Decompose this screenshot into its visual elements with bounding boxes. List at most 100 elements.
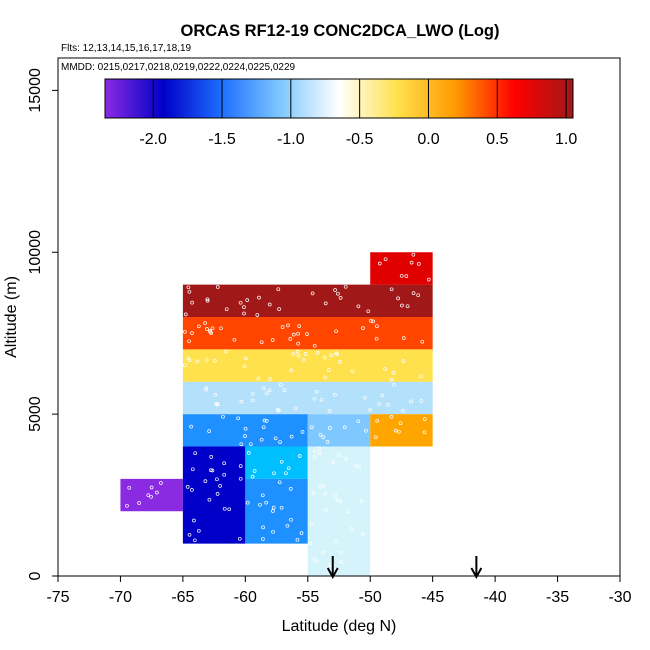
heatmap-cell	[370, 252, 433, 285]
sample-point	[185, 485, 190, 489]
sample-point	[325, 440, 330, 444]
sample-point	[389, 377, 394, 382]
sample-point	[205, 298, 210, 303]
sample-point	[371, 319, 375, 324]
y-tick-label: 5000	[27, 396, 44, 432]
sample-point	[323, 301, 328, 306]
sample-point	[310, 291, 315, 296]
sample-point	[267, 302, 272, 307]
sample-point	[375, 418, 380, 423]
sample-point	[400, 303, 404, 308]
sample-point	[314, 389, 319, 394]
sample-point	[312, 455, 317, 459]
sample-point	[363, 395, 367, 400]
sample-point	[339, 560, 344, 565]
sample-point	[366, 309, 371, 314]
sample-point	[293, 406, 298, 411]
sample-point	[334, 539, 339, 544]
sample-point	[334, 329, 338, 334]
sample-point	[186, 356, 191, 361]
sample-point	[333, 493, 338, 498]
heatmap-cell	[182, 381, 433, 415]
sample-point	[159, 481, 163, 485]
sample-point	[286, 323, 290, 328]
sample-point	[309, 521, 314, 526]
x-tick-label: -70	[109, 589, 132, 606]
sample-point	[125, 503, 129, 508]
sample-point	[328, 426, 332, 430]
sample-point	[380, 393, 385, 398]
sample-point	[284, 471, 288, 476]
sample-point	[246, 451, 251, 455]
sample-point	[210, 468, 215, 473]
sample-point	[250, 391, 255, 396]
sample-point	[356, 419, 361, 424]
sample-point	[377, 401, 381, 406]
sample-point	[257, 295, 261, 300]
colorbar-tick-label: 1.0	[555, 131, 577, 148]
sample-point	[288, 487, 293, 491]
sample-point	[205, 327, 209, 331]
sample-point	[309, 425, 314, 430]
data-cells	[120, 252, 433, 576]
y-tick-label: 15000	[27, 68, 44, 113]
sample-point	[312, 557, 317, 561]
colorbar-tick-label: -1.5	[208, 131, 236, 148]
sample-point	[288, 337, 293, 341]
sample-point	[271, 505, 276, 510]
sample-point	[419, 374, 423, 379]
sample-point	[243, 356, 248, 361]
sample-point	[187, 289, 192, 294]
sample-point	[189, 424, 193, 429]
sample-point	[419, 399, 424, 403]
sample-point	[409, 260, 414, 265]
sample-point	[303, 352, 308, 356]
sample-point	[258, 502, 262, 507]
sample-point	[344, 457, 349, 462]
sample-point	[183, 363, 187, 368]
sample-point	[369, 319, 373, 323]
sample-point	[334, 351, 339, 356]
x-tick-label: -45	[421, 589, 444, 606]
sample-point	[238, 476, 243, 481]
sample-point	[262, 418, 267, 423]
sample-point	[401, 336, 406, 340]
sample-point	[245, 298, 250, 302]
sample-point	[261, 537, 265, 541]
sample-point	[359, 498, 364, 503]
sample-point	[368, 408, 373, 412]
sample-point	[224, 307, 229, 312]
sample-point	[278, 382, 283, 387]
sample-point	[322, 355, 327, 360]
sample-point	[296, 353, 301, 358]
x-tick-label: -60	[234, 589, 257, 606]
sample-point	[422, 430, 427, 435]
sample-point	[238, 464, 243, 468]
sample-point	[259, 340, 264, 345]
sample-point	[339, 550, 344, 555]
sample-point	[338, 499, 343, 504]
sample-point	[333, 288, 337, 292]
sample-point	[411, 252, 416, 257]
sample-point	[149, 485, 154, 490]
sample-point	[342, 425, 347, 430]
sample-point	[196, 324, 201, 329]
sample-point	[324, 507, 328, 512]
sample-point	[373, 435, 378, 440]
sample-point	[187, 532, 192, 537]
sample-point	[264, 419, 269, 423]
sample-point	[190, 467, 195, 472]
sample-point	[213, 358, 217, 363]
sample-point	[260, 493, 265, 498]
heatmap-cell	[370, 414, 433, 447]
sample-point	[245, 500, 250, 505]
sample-point	[239, 442, 244, 447]
sample-point	[295, 349, 300, 354]
sample-point	[207, 497, 212, 502]
sample-point	[256, 376, 261, 381]
y-axis: 0 5000 10000 15000	[27, 68, 58, 580]
sample-point	[315, 351, 320, 355]
sample-point	[218, 484, 222, 488]
sample-point	[286, 466, 291, 471]
